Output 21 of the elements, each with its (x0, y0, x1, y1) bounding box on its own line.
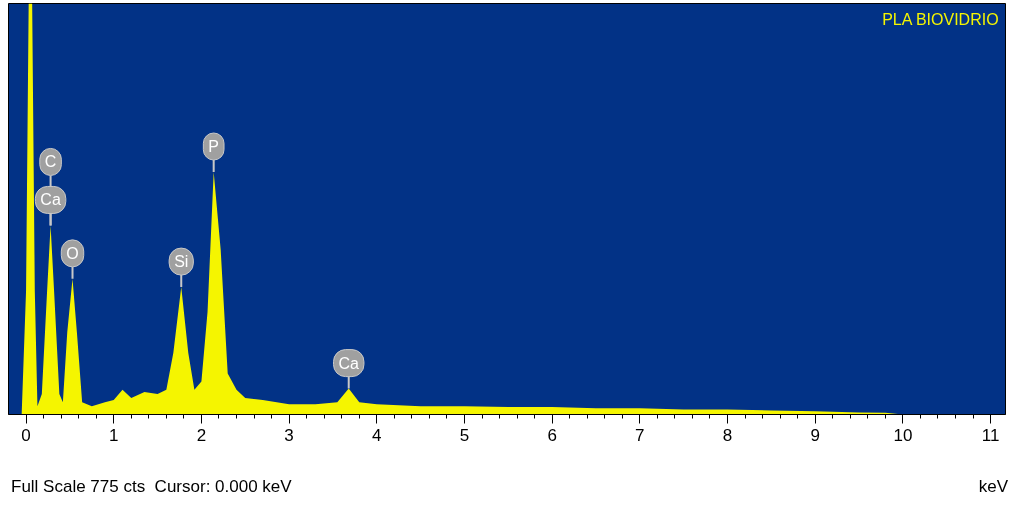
annotation: Si (174, 253, 189, 271)
x-tick-label: 1 (109, 425, 119, 445)
chart-title: PLA BIOVIDRIO (882, 10, 999, 28)
x-tick-label: 8 (722, 425, 733, 445)
x-tick-label: 4 (372, 425, 382, 445)
text: Full Scale 775 cts Cursor: 0.000 keV (11, 476, 292, 498)
x-tick-label: 7 (635, 425, 645, 445)
x-tick-label: 0 (21, 425, 31, 445)
x-tick-label: 11 (981, 425, 1000, 445)
x-tick-label: 5 (459, 425, 470, 445)
annotation: Ca (338, 354, 360, 372)
x-tick-label: 3 (284, 425, 294, 445)
x-tick-label: 6 (547, 425, 557, 445)
x-tick-label: 10 (893, 425, 913, 445)
annotation: P (208, 138, 220, 156)
annotation: Ca (40, 191, 61, 209)
x-tick-label: 2 (196, 425, 207, 445)
x-axis-title: keV (978, 476, 1008, 498)
x-tick-label: 9 (810, 425, 820, 445)
annotation: C (44, 153, 57, 171)
annotation: O (66, 244, 79, 262)
